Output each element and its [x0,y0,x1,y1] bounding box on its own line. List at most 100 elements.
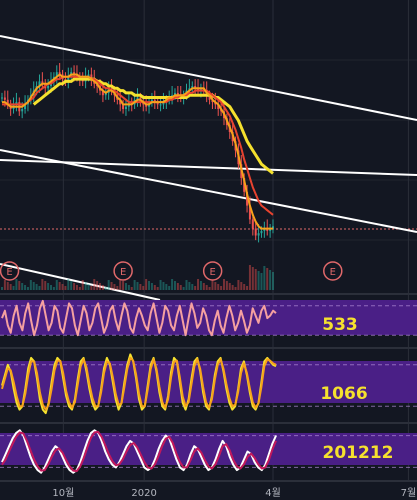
candle-body [194,86,197,89]
candle-body [254,228,257,236]
volume-bar [127,285,130,290]
earnings-event-marker[interactable] [113,261,133,281]
volume-bar [122,281,125,290]
time-axis[interactable]: 10월 2020 4월 7월 [52,487,416,499]
oscillator-series-line [1,356,277,411]
volume-bar [44,281,47,290]
candle-body [191,86,194,89]
candle-body [251,219,254,229]
candle-body [104,92,107,96]
moving-average-long [32,77,274,175]
volume-bar [84,282,87,290]
oscillator-series-line [1,429,277,474]
volume-bar [12,286,15,290]
candle-body [87,74,90,77]
oscillator-band [0,361,417,403]
volume-bar [225,281,228,290]
volume-bar [38,286,41,290]
volume-bar [9,284,12,290]
earnings-event-marker[interactable] [202,261,223,281]
volume-bar [254,269,257,290]
oscillator-2-value-label: 1066 [320,384,367,404]
candle-body [3,97,6,100]
candle-body [150,99,153,103]
trendline[interactable] [0,263,161,301]
candle-body [38,81,41,86]
volume-bar [130,287,133,290]
volume-bar [73,283,76,290]
candle-body [159,104,162,106]
volume-bar [29,280,32,290]
trendline[interactable] [0,35,417,121]
volume-bar [119,279,122,290]
trendline[interactable] [0,159,417,176]
earnings-event-marker[interactable] [323,261,343,281]
candle-body [122,104,125,109]
volume-bar [251,267,254,290]
volume-bar [145,279,148,290]
time-axis-tick-label: 10월 [52,487,74,499]
oscillator-3-value-label: 201212 [323,443,394,463]
volume-bar [197,279,200,290]
volume-bar [162,282,165,290]
moving-average-short [2,73,273,230]
volume-bar [78,287,81,290]
volume-bar [188,282,191,290]
candle-body [145,104,148,107]
oscillator-pane-3[interactable]: 201212 [0,429,417,474]
volume-bar [171,279,174,290]
volume-bar [50,285,53,290]
volume-bar [266,268,269,290]
candle-body [208,95,211,100]
volume-bar [228,283,231,290]
volume-bar [194,286,197,290]
volume-bar [67,279,70,290]
earnings-event-label: E [330,267,336,278]
volume-bar [99,283,102,290]
candle-body [15,102,18,105]
volume-bar [257,271,260,290]
volume-bar [41,279,44,290]
volume-bar [75,285,78,290]
volume-bar [6,282,9,290]
candle-body [41,81,44,84]
volume-bar [234,287,237,290]
volume-bar [237,280,240,290]
volume-bar [153,285,156,290]
oscillator-pane-1[interactable]: 533 [0,299,417,337]
candle-body [260,230,263,234]
trendline[interactable] [0,149,417,233]
volume-bar [185,280,188,290]
time-axis-tick-label: 7월 [401,487,417,499]
candle-body [124,106,127,109]
oscillator-series-line [1,299,277,337]
earnings-event-marker[interactable] [0,261,20,281]
volume-bar [205,285,208,290]
oscillator-series-line [1,430,277,473]
volume-bar [93,279,96,290]
earnings-event-label: E [6,267,12,278]
volume-bar [150,283,153,290]
volume-bar [110,282,113,290]
candle-body [199,88,202,91]
earnings-event-label: E [120,267,126,278]
candle-body [156,102,159,105]
volume-bar [3,280,6,290]
volume-bar [133,280,136,290]
volume-bar [139,284,142,290]
volume-bar [179,285,182,290]
candle-body [58,72,61,75]
volume-bar [263,266,266,290]
volume-bar [214,282,217,290]
volume-bar [15,279,18,290]
oscillator-band [0,433,417,465]
volume-bar [32,282,35,290]
candle-body [263,228,266,231]
volume-bar [47,283,50,290]
volume-bar [21,283,24,290]
volume-bar [58,282,61,290]
candle-body [55,72,58,77]
oscillator-pane-2[interactable]: 1066 [0,353,417,415]
volume-bar [159,280,162,290]
